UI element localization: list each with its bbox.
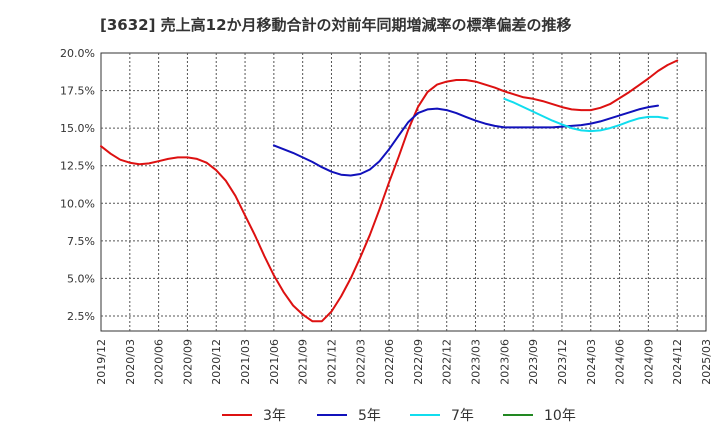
y-tick-label: 10.0% [60, 197, 95, 210]
x-tick-label: 2021/06 [268, 339, 281, 385]
y-axis-ticks: 2.5% 5.0% 7.5% 10.0% 12.5% 15.0% 17.5% 20.0% [60, 47, 95, 323]
x-tick-label: 2022/06 [383, 339, 396, 385]
x-tick-label: 2021/03 [239, 339, 252, 385]
chart-title: [3632] 売上高12か月移動合計の対前年同期増減率の標準偏差の推移 [100, 16, 572, 34]
x-tick-label: 2020/06 [153, 339, 166, 385]
x-tick-label: 2024/03 [585, 339, 598, 385]
plot-area [100, 52, 707, 332]
legend-label-1: 5年 [358, 408, 381, 424]
x-tick-label: 2023/12 [556, 339, 569, 385]
legend: 3年 5年 7年 10年 [222, 408, 576, 424]
x-tick-label: 2024/06 [614, 339, 627, 385]
x-tick-label: 2021/09 [297, 339, 310, 385]
x-tick-label: 2019/12 [95, 339, 108, 385]
x-tick-label: 2022/09 [412, 339, 425, 385]
x-tick-label: 2024/09 [642, 339, 655, 385]
x-axis-ticks: 2019/12 2020/03 2020/06 2020/09 2020/12 2021/… [95, 339, 713, 385]
x-tick-label: 2022/12 [441, 339, 454, 385]
legend-label-3: 10年 [544, 408, 576, 424]
x-tick-label: 2023/03 [470, 339, 483, 385]
x-tick-label: 2023/09 [527, 339, 540, 385]
x-tick-label: 2025/03 [700, 339, 713, 385]
y-tick-label: 15.0% [60, 122, 95, 135]
series-line-0 [100, 59, 679, 323]
series-lines [100, 59, 679, 323]
legend-label-0: 3年 [263, 408, 286, 424]
x-tick-label: 2021/12 [325, 339, 338, 385]
y-tick-label: 12.5% [60, 160, 95, 173]
y-tick-label: 17.5% [60, 85, 95, 98]
grid [101, 53, 706, 331]
y-tick-label: 5.0% [67, 272, 95, 285]
x-tick-label: 2023/06 [498, 339, 511, 385]
y-tick-label: 7.5% [67, 235, 95, 248]
legend-label-2: 7年 [451, 408, 474, 424]
series-line-1 [272, 104, 659, 177]
y-tick-label: 20.0% [60, 47, 95, 60]
series-line-2 [503, 97, 669, 133]
x-tick-label: 2022/03 [354, 339, 367, 385]
x-tick-label: 2020/12 [210, 339, 223, 385]
x-tick-label: 2020/03 [124, 339, 137, 385]
y-tick-label: 2.5% [67, 310, 95, 323]
x-tick-label: 2020/09 [181, 339, 194, 385]
x-tick-label: 2024/12 [671, 339, 684, 385]
